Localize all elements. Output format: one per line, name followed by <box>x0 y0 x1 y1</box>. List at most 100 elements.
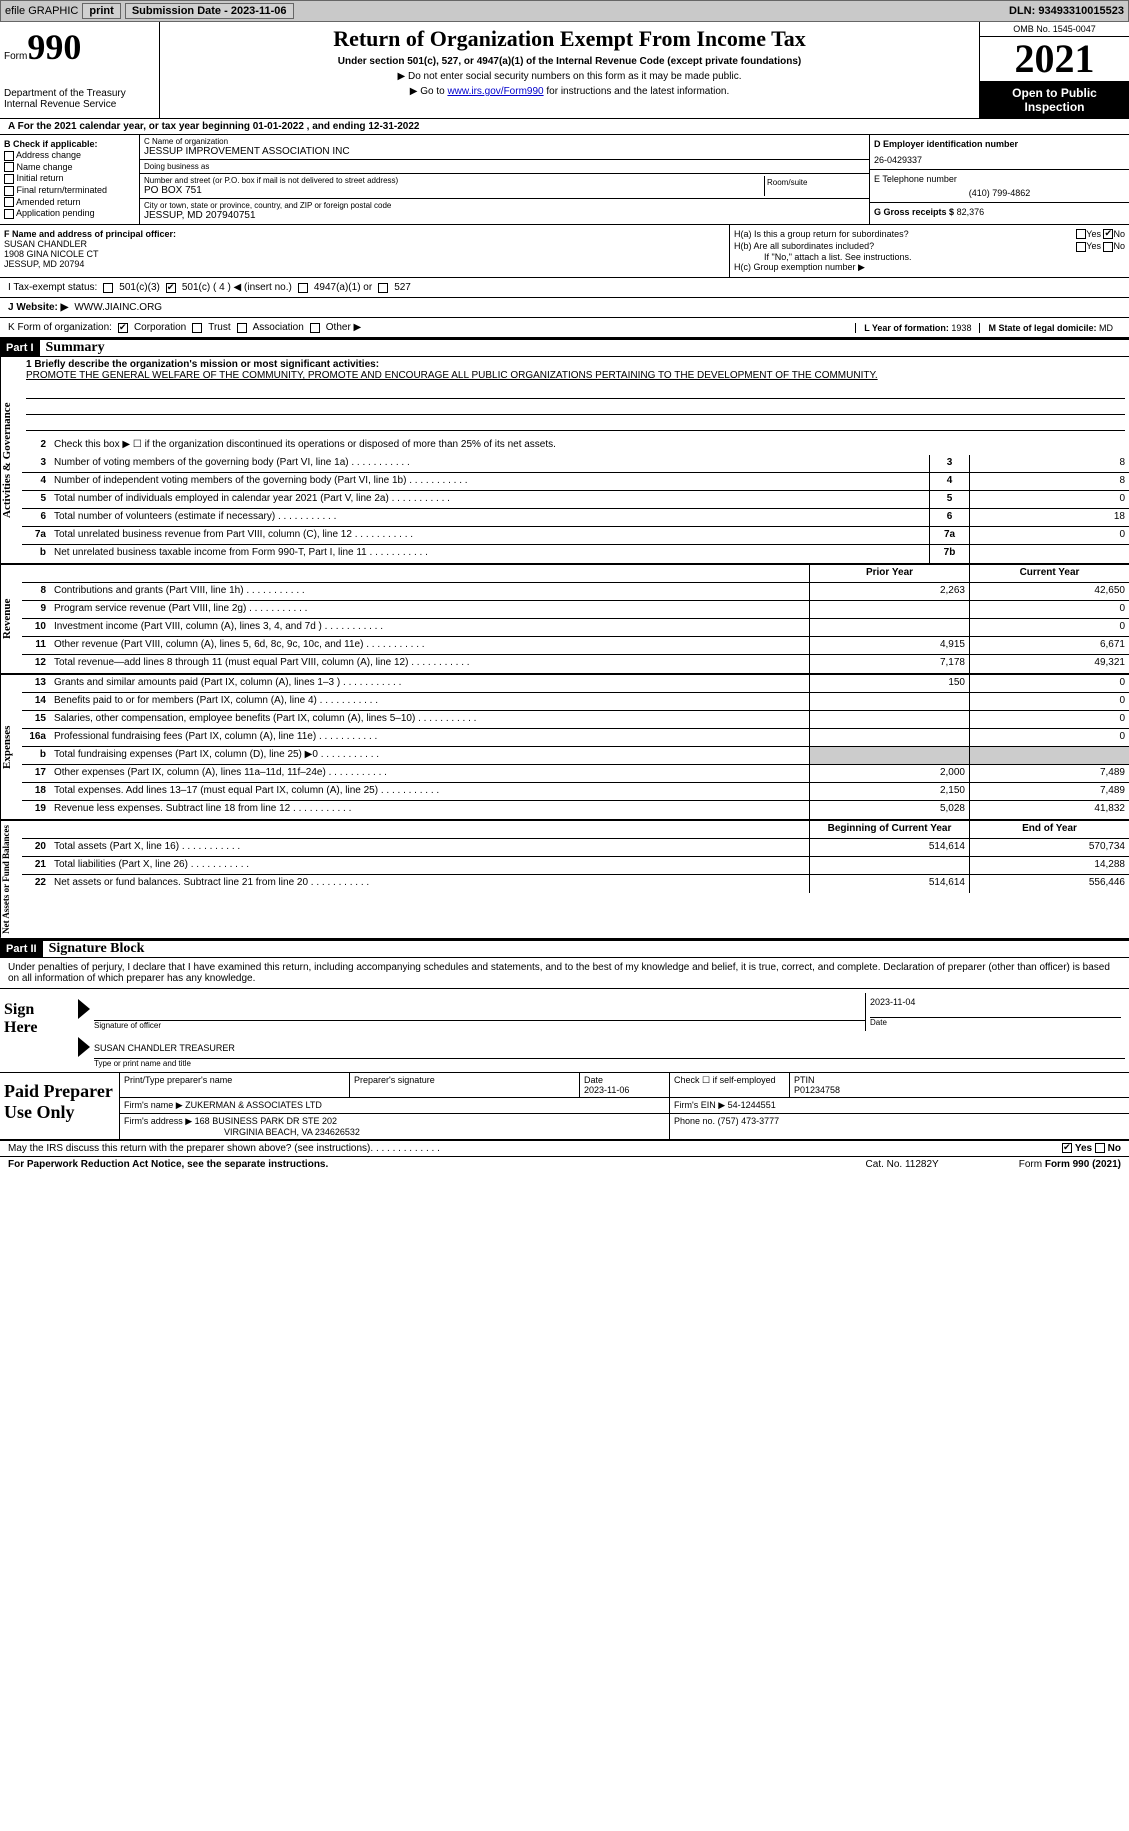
line-17-desc: Other expenses (Part IX, column (A), lin… <box>50 765 809 782</box>
line-19-prior: 5,028 <box>809 801 969 819</box>
row-k: K Form of organization: Corporation Trus… <box>0 318 1129 339</box>
ha-yes-lbl: Yes <box>1086 229 1101 239</box>
ha-yes[interactable] <box>1076 229 1086 239</box>
m-value: MD <box>1099 323 1113 333</box>
line-11-prior: 4,915 <box>809 637 969 654</box>
chk-pending[interactable] <box>4 209 14 219</box>
dept-treasury: Department of the Treasury <box>4 88 155 99</box>
addr-label: Number and street (or P.O. box if mail i… <box>144 176 764 185</box>
note-ssn: ▶ Do not enter social security numbers o… <box>164 71 975 82</box>
sig-date-caption: Date <box>870 1017 1121 1027</box>
topbar: efile GRAPHIC print Submission Date - 20… <box>0 0 1129 22</box>
line-10-desc: Investment income (Part VIII, column (A)… <box>50 619 809 636</box>
efile-label: efile GRAPHIC <box>5 5 78 17</box>
row-j: J Website: ▶ WWW.JIAINC.ORG <box>0 298 1129 318</box>
chk-501c[interactable] <box>166 283 176 293</box>
firm-city: VIRGINIA BEACH, VA 234626532 <box>224 1127 360 1137</box>
firm-addr-label: Firm's address ▶ <box>124 1116 192 1126</box>
firm-phone-label: Phone no. <box>674 1116 715 1126</box>
ha-no[interactable] <box>1103 229 1113 239</box>
discuss-no[interactable] <box>1095 1143 1105 1153</box>
chk-address[interactable] <box>4 151 14 161</box>
line-12-desc: Total revenue—add lines 8 through 11 (mu… <box>50 655 809 673</box>
print-button[interactable]: print <box>82 3 120 19</box>
line-10-curr: 0 <box>969 619 1129 636</box>
chk-527[interactable] <box>378 283 388 293</box>
gross-label: G Gross receipts $ <box>874 207 954 217</box>
line-16a-desc: Professional fundraising fees (Part IX, … <box>50 729 809 746</box>
sig-officer-caption: Signature of officer <box>94 1021 865 1030</box>
discuss-yes[interactable] <box>1062 1143 1072 1153</box>
hdr-end: End of Year <box>969 821 1129 838</box>
line-21-desc: Total liabilities (Part X, line 26) <box>50 857 809 874</box>
line-15-desc: Salaries, other compensation, employee b… <box>50 711 809 728</box>
chk-initial[interactable] <box>4 174 14 184</box>
m-label: M State of legal domicile: <box>988 323 1096 333</box>
line-5-desc: Total number of individuals employed in … <box>50 491 929 508</box>
line-17-prior: 2,000 <box>809 765 969 782</box>
part-ii-badge: Part II <box>0 941 43 957</box>
sig-arrow-2 <box>78 1037 90 1057</box>
k-label: K Form of organization: <box>8 322 112 333</box>
org-name: JESSUP IMPROVEMENT ASSOCIATION INC <box>144 146 865 157</box>
line-7a-desc: Total unrelated business revenue from Pa… <box>50 527 929 544</box>
line-9-desc: Program service revenue (Part VIII, line… <box>50 601 809 618</box>
row-i: I Tax-exempt status: 501(c)(3) 501(c) ( … <box>0 278 1129 298</box>
line-21-curr: 14,288 <box>969 857 1129 874</box>
hb-no[interactable] <box>1103 242 1113 252</box>
summary-gov: Activities & Governance 1 Briefly descri… <box>0 357 1129 565</box>
hb-yes[interactable] <box>1076 242 1086 252</box>
part-ii-header: Part II Signature Block <box>0 940 1129 958</box>
part-ii-title: Signature Block <box>43 941 145 957</box>
line-4-box: 4 <box>929 473 969 490</box>
col-b-title: B Check if applicable: <box>4 139 135 149</box>
phone-value: (410) 799-4862 <box>874 188 1125 198</box>
chk-4947[interactable] <box>298 283 308 293</box>
line-b-curr <box>969 747 1129 764</box>
line-7a-box: 7a <box>929 527 969 544</box>
chk-other[interactable] <box>310 323 320 333</box>
summary-rev: Revenue Prior YearCurrent Year 8 Contrib… <box>0 565 1129 675</box>
chk-name[interactable] <box>4 162 14 172</box>
line-4-val: 8 <box>969 473 1129 490</box>
line-20-prior: 514,614 <box>809 839 969 856</box>
chk-assoc[interactable] <box>237 323 247 333</box>
chk-amended[interactable] <box>4 197 14 207</box>
line-16a-curr: 0 <box>969 729 1129 746</box>
open-inspection: Open to Public Inspection <box>980 82 1129 118</box>
note-goto-a: ▶ Go to <box>410 86 448 97</box>
prep-date: 2023-11-06 <box>584 1085 629 1095</box>
paperwork-notice: For Paperwork Reduction Act Notice, see … <box>8 1159 328 1170</box>
part-i-title: Summary <box>40 340 105 356</box>
side-rev: Revenue <box>0 565 22 673</box>
line-11-curr: 6,671 <box>969 637 1129 654</box>
line-b-prior <box>809 747 969 764</box>
hdr-prior: Prior Year <box>809 565 969 582</box>
chk-trust[interactable] <box>192 323 202 333</box>
line-8-curr: 42,650 <box>969 583 1129 600</box>
chk-corp[interactable] <box>118 323 128 333</box>
firm-addr: 168 BUSINESS PARK DR STE 202 <box>195 1116 337 1126</box>
discuss-label: May the IRS discuss this return with the… <box>8 1143 370 1154</box>
ha-label: H(a) Is this a group return for subordin… <box>734 229 909 240</box>
line-5-val: 0 <box>969 491 1129 508</box>
line-13-curr: 0 <box>969 675 1129 692</box>
line-22-curr: 556,446 <box>969 875 1129 893</box>
lbl-corp: Corporation <box>134 322 186 333</box>
chk-final[interactable] <box>4 186 14 196</box>
summary-exp: Expenses 13 Grants and similar amounts p… <box>0 675 1129 821</box>
lbl-trust: Trust <box>208 322 230 333</box>
irs-link[interactable]: www.irs.gov/Form990 <box>447 86 543 97</box>
sig-arrow-1 <box>78 999 90 1019</box>
note-goto: ▶ Go to www.irs.gov/Form990 for instruct… <box>164 86 975 97</box>
line-18-curr: 7,489 <box>969 783 1129 800</box>
line-8-desc: Contributions and grants (Part VIII, lin… <box>50 583 809 600</box>
chk-501c3[interactable] <box>103 283 113 293</box>
ptin-label: PTIN <box>794 1075 815 1085</box>
line-b-desc: Net unrelated business taxable income fr… <box>50 545 929 563</box>
hb-no-lbl: No <box>1113 241 1125 251</box>
sig-date: 2023-11-04 <box>870 997 1121 1007</box>
f-addr1: 1908 GINA NICOLE CT <box>4 249 99 259</box>
line-15-prior <box>809 711 969 728</box>
city-label: City or town, state or province, country… <box>144 201 865 210</box>
